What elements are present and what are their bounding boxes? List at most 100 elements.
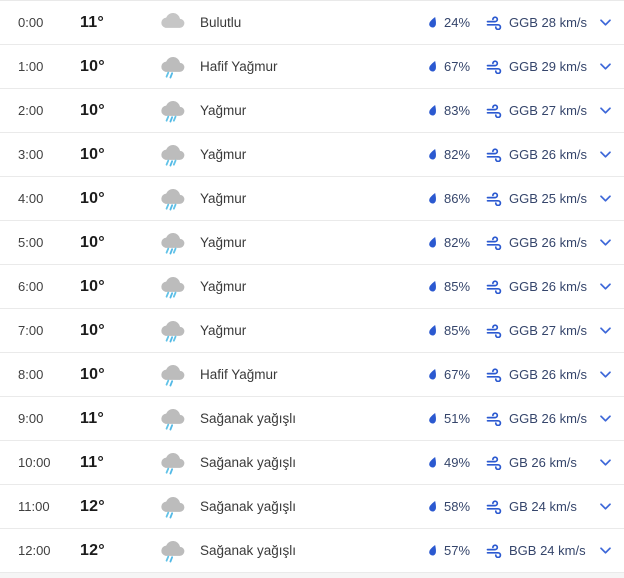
precipitation-value: 67% bbox=[444, 59, 471, 74]
expand-chevron-icon[interactable] bbox=[590, 103, 624, 118]
condition-label: Sağanak yağışlı bbox=[200, 499, 297, 514]
precipitation-cell: 67% bbox=[408, 59, 486, 74]
temperature-label: 10° bbox=[80, 277, 105, 295]
precipitation-cell: 85% bbox=[408, 323, 486, 338]
time-label: 5:00 bbox=[18, 235, 44, 250]
expand-chevron-icon[interactable] bbox=[590, 59, 624, 74]
wind-value: GGB 26 km/s bbox=[509, 147, 588, 162]
forecast-row[interactable]: 6:00 10° Yağmur 85% GGB 26 bbox=[0, 265, 624, 309]
expand-chevron-icon[interactable] bbox=[590, 411, 624, 426]
wind-icon bbox=[486, 279, 502, 294]
temperature-label: 12° bbox=[80, 541, 105, 559]
expand-chevron-icon[interactable] bbox=[590, 499, 624, 514]
precipitation-value: 83% bbox=[444, 103, 471, 118]
time-label: 10:00 bbox=[18, 455, 51, 470]
precipitation-cell: 58% bbox=[408, 499, 486, 514]
expand-chevron-icon[interactable] bbox=[590, 543, 624, 558]
precipitation-value: 58% bbox=[444, 499, 471, 514]
forecast-row[interactable]: 8:00 10° Hafif Yağmur 67% bbox=[0, 353, 624, 397]
wind-icon bbox=[486, 499, 502, 514]
expand-chevron-icon[interactable] bbox=[590, 323, 624, 338]
forecast-row[interactable]: 7:00 10° Yağmur 85% GGB 27 bbox=[0, 309, 624, 353]
weather-condition-icon bbox=[158, 538, 200, 564]
expand-chevron-icon[interactable] bbox=[590, 191, 624, 206]
precipitation-cell: 67% bbox=[408, 367, 486, 382]
wind-icon bbox=[486, 59, 502, 74]
weather-condition-icon bbox=[158, 54, 200, 80]
page-background-strip bbox=[0, 573, 624, 578]
wind-cell: GGB 27 km/s bbox=[486, 103, 590, 118]
forecast-row[interactable]: 1:00 10° Hafif Yağmur 67% bbox=[0, 45, 624, 89]
wind-value: GGB 27 km/s bbox=[509, 323, 588, 338]
wind-icon bbox=[486, 103, 502, 118]
time-label: 11:00 bbox=[18, 499, 50, 514]
expand-chevron-icon[interactable] bbox=[590, 235, 624, 250]
temperature-label: 11° bbox=[80, 453, 104, 471]
precipitation-cell: 83% bbox=[408, 103, 486, 118]
raindrop-icon bbox=[429, 237, 436, 248]
expand-chevron-icon[interactable] bbox=[590, 455, 624, 470]
wind-cell: GGB 26 km/s bbox=[486, 279, 590, 294]
wind-cell: GGB 26 km/s bbox=[486, 147, 590, 162]
expand-chevron-icon[interactable] bbox=[590, 15, 624, 30]
expand-chevron-icon[interactable] bbox=[590, 147, 624, 162]
wind-value: GGB 26 km/s bbox=[509, 367, 588, 382]
forecast-row[interactable]: 10:00 11° Sağanak yağışlı 49% bbox=[0, 441, 624, 485]
wind-icon bbox=[486, 367, 502, 382]
wind-value: GGB 29 km/s bbox=[509, 59, 588, 74]
condition-label: Yağmur bbox=[200, 147, 247, 162]
temperature-label: 11° bbox=[80, 409, 104, 427]
wind-cell: GB 24 km/s bbox=[486, 499, 590, 514]
weather-condition-icon bbox=[158, 406, 200, 432]
precipitation-value: 85% bbox=[444, 323, 471, 338]
raindrop-icon bbox=[429, 325, 436, 336]
raindrop-icon bbox=[429, 545, 436, 556]
temperature-label: 10° bbox=[80, 189, 105, 207]
forecast-row[interactable]: 0:00 11° Bulutlu 24% GGB 2 bbox=[0, 1, 624, 45]
wind-value: GGB 26 km/s bbox=[509, 279, 588, 294]
condition-label: Sağanak yağışlı bbox=[200, 455, 297, 470]
wind-icon bbox=[486, 15, 502, 30]
condition-label: Yağmur bbox=[200, 235, 247, 250]
wind-value: GB 24 km/s bbox=[509, 499, 577, 514]
precipitation-value: 57% bbox=[444, 543, 471, 558]
raindrop-icon bbox=[429, 149, 436, 160]
forecast-row[interactable]: 11:00 12° Sağanak yağışlı 58% bbox=[0, 485, 624, 529]
wind-icon bbox=[486, 191, 502, 206]
expand-chevron-icon[interactable] bbox=[590, 279, 624, 294]
precipitation-cell: 49% bbox=[408, 455, 486, 470]
time-label: 6:00 bbox=[18, 279, 44, 294]
time-label: 2:00 bbox=[18, 103, 44, 118]
condition-label: Yağmur bbox=[200, 191, 247, 206]
raindrop-icon bbox=[429, 17, 436, 28]
wind-cell: GGB 28 km/s bbox=[486, 15, 590, 30]
precipitation-cell: 82% bbox=[408, 147, 486, 162]
wind-icon bbox=[486, 235, 502, 250]
precipitation-value: 82% bbox=[444, 147, 471, 162]
forecast-row[interactable]: 4:00 10° Yağmur 86% GGB 25 bbox=[0, 177, 624, 221]
condition-label: Yağmur bbox=[200, 103, 247, 118]
temperature-label: 10° bbox=[80, 101, 105, 119]
weather-condition-icon bbox=[158, 318, 200, 344]
forecast-row[interactable]: 3:00 10° Yağmur 82% GGB 26 bbox=[0, 133, 624, 177]
precipitation-cell: 82% bbox=[408, 235, 486, 250]
weather-condition-icon bbox=[158, 362, 200, 388]
precipitation-value: 24% bbox=[444, 15, 471, 30]
precipitation-value: 86% bbox=[444, 191, 471, 206]
forecast-row[interactable]: 12:00 12° Sağanak yağışlı 57% bbox=[0, 529, 624, 573]
time-label: 3:00 bbox=[18, 147, 44, 162]
forecast-row[interactable]: 5:00 10° Yağmur 82% GGB 26 bbox=[0, 221, 624, 265]
raindrop-icon bbox=[429, 61, 436, 72]
expand-chevron-icon[interactable] bbox=[590, 367, 624, 382]
wind-cell: GGB 26 km/s bbox=[486, 367, 590, 382]
condition-label: Hafif Yağmur bbox=[200, 367, 278, 382]
forecast-row[interactable]: 2:00 10° Yağmur 83% GGB 27 bbox=[0, 89, 624, 133]
weather-condition-icon bbox=[158, 10, 200, 36]
weather-condition-icon bbox=[158, 98, 200, 124]
time-label: 8:00 bbox=[18, 367, 44, 382]
weather-condition-icon bbox=[158, 142, 200, 168]
time-label: 4:00 bbox=[18, 191, 44, 206]
raindrop-icon bbox=[429, 105, 436, 116]
wind-cell: GB 26 km/s bbox=[486, 455, 590, 470]
forecast-row[interactable]: 9:00 11° Sağanak yağışlı 51% bbox=[0, 397, 624, 441]
